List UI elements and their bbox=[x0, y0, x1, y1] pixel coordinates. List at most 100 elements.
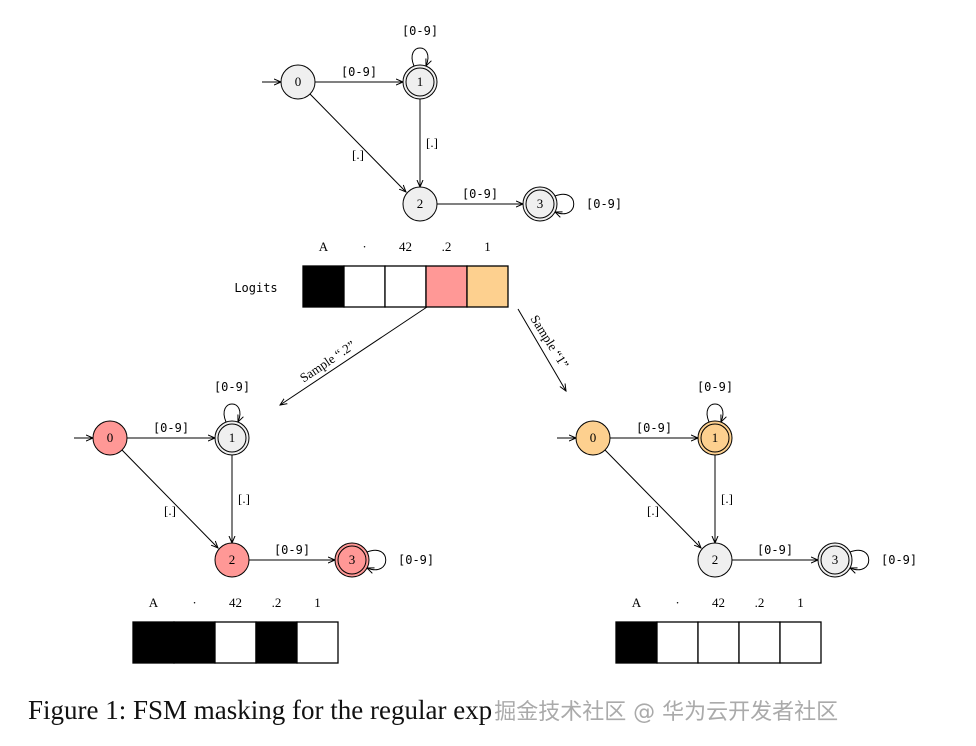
token-label: A bbox=[319, 239, 329, 254]
token-label: 42 bbox=[399, 239, 412, 254]
edge-label: [.] bbox=[426, 135, 438, 150]
edge-label: [0-9] bbox=[341, 65, 377, 79]
token-label: · bbox=[675, 595, 679, 610]
token-cell bbox=[173, 621, 216, 664]
token-label: .2 bbox=[755, 595, 765, 610]
edge-label: [0-9] bbox=[274, 543, 310, 557]
state-label: 0 bbox=[590, 430, 597, 445]
token-cell bbox=[615, 621, 658, 664]
fsm-right: [0-9] [0-9] [.] [.] [0-9] [0-9] 0 1 2 3 bbox=[557, 380, 917, 578]
self-loop-3 bbox=[367, 549, 387, 570]
token-cell bbox=[384, 265, 427, 308]
edge-label: [.] bbox=[647, 503, 659, 518]
edge-0-2 bbox=[309, 93, 406, 192]
accepting-ring bbox=[217, 423, 247, 453]
accepting-ring bbox=[405, 67, 435, 97]
logits-label: Logits bbox=[234, 281, 277, 295]
token-cell bbox=[656, 621, 699, 664]
state-3 bbox=[817, 542, 853, 578]
accepting-ring bbox=[820, 545, 850, 575]
accepting-ring bbox=[525, 189, 555, 219]
edge-label: [0-9] bbox=[153, 421, 189, 435]
state-label: 2 bbox=[417, 196, 424, 211]
edge-label: [0-9] bbox=[214, 380, 250, 394]
state-label: 0 bbox=[295, 74, 302, 89]
token-label: 1 bbox=[314, 595, 321, 610]
state-label: 3 bbox=[832, 552, 839, 567]
fsm-left: [0-9] [0-9] [.] [.] [0-9] [0-9] 0 1 2 3 bbox=[74, 380, 434, 578]
token-label: .2 bbox=[442, 239, 452, 254]
token-label: A bbox=[149, 595, 159, 610]
state-label: 1 bbox=[417, 74, 424, 89]
state-1 bbox=[214, 420, 250, 456]
token-row-mask-right: A · 42 .2 1 bbox=[615, 595, 822, 664]
caption-text: Figure 1: FSM masking for the regular ex… bbox=[28, 695, 493, 725]
token-row-mask-left: A · 42 .2 1 bbox=[132, 595, 339, 664]
state-3 bbox=[334, 542, 370, 578]
accepting-ring bbox=[700, 423, 730, 453]
token-cell bbox=[132, 621, 175, 664]
edge-label: [0-9] bbox=[586, 197, 622, 211]
state-label: 1 bbox=[229, 430, 236, 445]
token-label: .2 bbox=[272, 595, 282, 610]
state-label: 3 bbox=[537, 196, 544, 211]
token-cell bbox=[343, 265, 386, 308]
sample-label-right: Sample “1” bbox=[527, 312, 572, 371]
state-label: 1 bbox=[712, 430, 719, 445]
sample-arrow-right bbox=[517, 308, 566, 391]
edge-label: [0-9] bbox=[697, 380, 733, 394]
token-label: 42 bbox=[712, 595, 725, 610]
token-cell bbox=[697, 621, 740, 664]
state-2 bbox=[402, 186, 438, 222]
self-loop-3 bbox=[850, 549, 870, 570]
token-label: 1 bbox=[797, 595, 804, 610]
token-cell bbox=[779, 621, 822, 664]
state-3 bbox=[522, 186, 558, 222]
accepting-ring bbox=[337, 545, 367, 575]
state-label: 0 bbox=[107, 430, 114, 445]
edge-label: [.] bbox=[352, 147, 364, 162]
sample-arrow-left bbox=[280, 306, 428, 405]
token-label: · bbox=[192, 595, 196, 610]
self-loop-1 bbox=[223, 403, 240, 422]
sample-label-left: Sample “.2” bbox=[297, 337, 358, 385]
state-2 bbox=[697, 542, 733, 578]
token-cell bbox=[214, 621, 257, 664]
token-label: 42 bbox=[229, 595, 242, 610]
self-loop-3 bbox=[555, 193, 575, 214]
state-0 bbox=[92, 420, 128, 456]
edge-0-2 bbox=[604, 449, 701, 548]
token-cell bbox=[466, 265, 509, 308]
edge-label: [0-9] bbox=[636, 421, 672, 435]
token-cell bbox=[738, 621, 781, 664]
edge-label: [0-9] bbox=[402, 24, 438, 38]
edge-label: [0-9] bbox=[398, 553, 434, 567]
edge-label: [0-9] bbox=[757, 543, 793, 557]
fsm-top: [0-9] [0-9] [.] [.] [0-9] [0-9] 0 1 2 3 bbox=[262, 24, 622, 222]
token-cell bbox=[425, 265, 468, 308]
token-label: A bbox=[632, 595, 642, 610]
edge-label: [.] bbox=[238, 491, 250, 506]
figure-caption: Figure 1: FSM masking for the regular ex… bbox=[28, 694, 838, 726]
edge-label: [0-9] bbox=[462, 187, 498, 201]
self-loop-1 bbox=[706, 403, 723, 422]
state-2 bbox=[214, 542, 250, 578]
state-0 bbox=[280, 64, 316, 100]
watermark: 掘金技术社区 @ 华为云开发者社区 bbox=[494, 700, 839, 725]
token-cell bbox=[255, 621, 298, 664]
edge-label: [0-9] bbox=[881, 553, 917, 567]
state-1 bbox=[697, 420, 733, 456]
edge-label: [.] bbox=[164, 503, 176, 518]
state-label: 2 bbox=[712, 552, 719, 567]
self-loop-1 bbox=[411, 47, 428, 66]
token-cell bbox=[302, 265, 345, 308]
token-label: 1 bbox=[484, 239, 491, 254]
state-1 bbox=[402, 64, 438, 100]
state-label: 2 bbox=[229, 552, 236, 567]
edge-0-2 bbox=[121, 449, 218, 548]
edge-label: [.] bbox=[721, 491, 733, 506]
state-0 bbox=[575, 420, 611, 456]
token-cell bbox=[296, 621, 339, 664]
token-label: · bbox=[362, 239, 366, 254]
